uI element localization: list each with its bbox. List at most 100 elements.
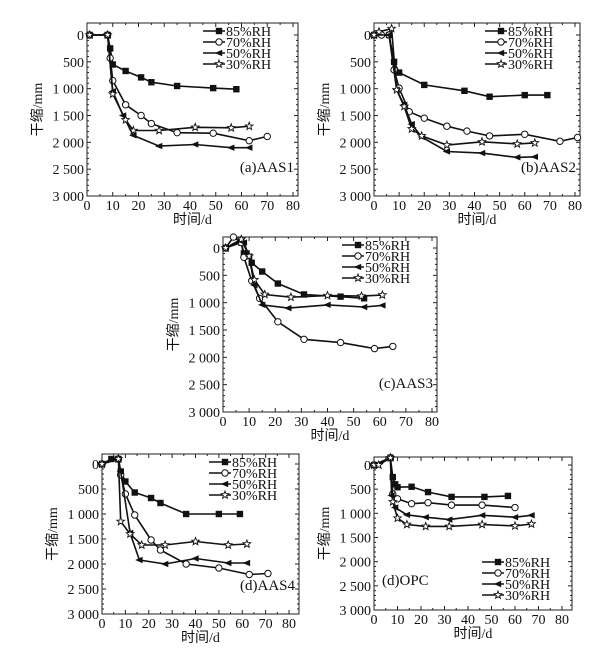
data-point xyxy=(147,119,156,128)
data-point xyxy=(122,67,129,75)
x-axis-label: 时间/d xyxy=(458,212,497,228)
data-point xyxy=(359,303,368,311)
data-point xyxy=(377,289,388,300)
data-point xyxy=(224,559,232,567)
data-point xyxy=(274,318,282,326)
data-point xyxy=(477,149,486,157)
chart-panel: 0 10 20 30 40 50 60 70 80 0 500 1 000 1 500 2 000 2 50… xyxy=(317,22,582,228)
data-point xyxy=(259,289,270,299)
data-point xyxy=(336,338,345,347)
data-point xyxy=(182,560,190,568)
data-point xyxy=(424,499,432,507)
panel-title: (a)AAS1 xyxy=(240,160,294,176)
legend-item: 50%RH xyxy=(485,47,553,62)
y-tick-label: 500 xyxy=(78,483,99,498)
legend-marker xyxy=(495,58,507,69)
data-point xyxy=(477,519,488,529)
data-point xyxy=(420,114,428,122)
x-tick-label: 20 xyxy=(132,199,146,214)
x-tick-label: 30 xyxy=(294,415,308,430)
y-tick-label: 2 500 xyxy=(340,163,372,178)
data-point xyxy=(154,142,163,150)
y-axis-label: 干缩/mm xyxy=(317,507,333,561)
y-tick-label: 3 000 xyxy=(53,190,85,205)
x-tick-label: 30 xyxy=(165,617,179,632)
data-point xyxy=(220,242,231,253)
x-tick-label: 10 xyxy=(118,617,132,632)
y-tick-label: 0 xyxy=(364,459,371,474)
y-tick-label: 0 xyxy=(213,242,220,257)
x-tick-label: 70 xyxy=(260,199,274,214)
data-point xyxy=(530,153,538,161)
data-point xyxy=(274,280,282,287)
x-tick-label: 50 xyxy=(209,199,223,214)
data-point xyxy=(160,539,171,550)
x-tick-label: 40 xyxy=(468,199,482,214)
panel-title: (d)OPC xyxy=(382,573,429,589)
legend-marker xyxy=(214,49,223,57)
data-point xyxy=(131,511,139,519)
data-point xyxy=(131,489,138,496)
data-point xyxy=(512,138,523,149)
x-axis-label: 时间/d xyxy=(454,626,493,642)
data-point xyxy=(389,342,397,351)
data-point xyxy=(113,453,124,464)
x-tick-label: 0 xyxy=(220,415,227,430)
data-point xyxy=(322,290,333,300)
y-tick-label: 2 000 xyxy=(340,556,372,571)
legend-label: 50%RH xyxy=(508,47,553,62)
legend-marker xyxy=(494,569,502,577)
data-point xyxy=(391,84,402,95)
legend-marker xyxy=(353,263,362,271)
data-point xyxy=(485,132,494,140)
data-point xyxy=(443,122,451,130)
legend-label: 50%RH xyxy=(226,47,271,62)
legend-item: 30%RH xyxy=(209,489,277,504)
data-point xyxy=(441,139,452,150)
data-point xyxy=(122,478,129,485)
data-point xyxy=(300,291,308,298)
x-tick-label: 10 xyxy=(392,199,406,214)
x-axis-label: 时间/d xyxy=(181,630,220,646)
x-tick-label: 0 xyxy=(371,613,378,628)
data-point xyxy=(157,499,164,507)
legend-marker xyxy=(215,27,223,35)
data-point xyxy=(481,493,488,501)
data-point xyxy=(463,127,471,135)
legend-label: 30%RH xyxy=(232,489,277,504)
panel-title: (c)AAS3 xyxy=(379,376,433,392)
x-tick-label: 0 xyxy=(99,617,106,632)
x-tick-label: 50 xyxy=(347,415,361,430)
y-tick-label: 2 500 xyxy=(68,583,100,598)
data-point xyxy=(233,86,240,93)
chart-panel: 0 10 20 30 40 50 60 70 80 0 500 1 000 1 500 2 000 2 50… xyxy=(166,233,439,444)
x-tick-label: 80 xyxy=(568,199,582,214)
legend-item: 85%RH xyxy=(209,456,277,471)
data-point xyxy=(284,304,292,312)
plot-frame xyxy=(86,22,299,197)
data-point xyxy=(107,88,118,99)
y-tick-label: 3 000 xyxy=(68,608,100,623)
plot-frame xyxy=(373,22,581,197)
legend-marker xyxy=(221,469,229,477)
y-axis-label: 干缩/mm xyxy=(45,507,61,561)
data-point xyxy=(420,521,431,531)
y-tick-label: 2 000 xyxy=(189,351,221,366)
data-point xyxy=(478,501,486,509)
chart-panel: 0 10 20 30 40 50 60 70 80 0 500 1 000 1 500 2 000 2 50… xyxy=(30,22,300,228)
data-point xyxy=(96,458,108,469)
legend-item: 85%RH xyxy=(203,25,271,40)
data-point xyxy=(245,144,253,151)
legend-label: 50%RH xyxy=(505,578,550,593)
legend-marker xyxy=(496,49,505,57)
legend-label: 30%RH xyxy=(226,58,271,73)
legend-label: 30%RH xyxy=(365,272,410,287)
data-point xyxy=(445,516,453,523)
x-tick-label: 50 xyxy=(493,199,507,214)
chart-panel: 0 10 20 30 40 50 60 70 80 0 500 1 000 1 500 2 000 2 50… xyxy=(45,453,300,646)
x-tick-label: 60 xyxy=(518,199,532,214)
data-point xyxy=(128,125,139,135)
data-point xyxy=(461,87,468,95)
x-tick-label: 20 xyxy=(417,199,431,214)
legend-item: 85%RH xyxy=(342,239,410,254)
